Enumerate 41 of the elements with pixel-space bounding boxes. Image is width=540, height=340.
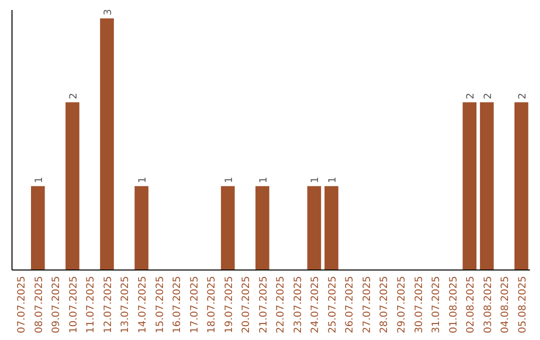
x-tick-label: 10.07.2025 (68, 276, 80, 334)
x-tick-label: 19.07.2025 (224, 276, 235, 334)
x-tick-label: 13.07.2025 (120, 276, 132, 334)
x-tick-label: 09.07.2025 (51, 276, 62, 334)
x-tick-label: 31.07.2025 (431, 276, 442, 334)
data-label: 3 (102, 9, 114, 16)
data-label: 2 (466, 92, 477, 100)
x-tick-label: 12.07.2025 (102, 276, 114, 334)
data-label: 1 (224, 176, 235, 184)
x-tick-label: 14.07.2025 (138, 276, 148, 334)
x-tick-label: 03.08.2025 (482, 276, 494, 334)
data-label: 2 (68, 92, 80, 100)
data-label: 1 (258, 176, 270, 184)
x-tick-label: 26.07.2025 (344, 276, 356, 334)
x-tick-label: 15.07.2025 (154, 276, 166, 334)
data-label: 2 (517, 92, 528, 100)
data-label: 1 (34, 176, 45, 184)
x-tick-label: 25.07.2025 (327, 276, 338, 334)
data-label: 1 (138, 176, 148, 184)
x-tick-label: 02.08.2025 (466, 276, 477, 334)
data-label: 1 (310, 176, 322, 184)
x-tick-label: 05.08.2025 (517, 276, 528, 334)
x-tick-label: 04.08.2025 (500, 276, 512, 334)
x-tick-label: 29.07.2025 (396, 276, 408, 334)
data-label: 2 (482, 92, 494, 100)
x-tick-label: 21.07.2025 (258, 276, 270, 334)
x-tick-label: 30.07.2025 (414, 276, 425, 334)
x-tick-label: 27.07.2025 (362, 276, 373, 334)
x-tick-label: 28.07.2025 (379, 276, 390, 334)
x-tick-label: 07.07.2025 (16, 276, 28, 334)
x-tick-label: 08.07.2025 (34, 276, 45, 334)
x-tick-label: 18.07.2025 (206, 276, 218, 334)
x-tick-label: 11.07.2025 (86, 276, 97, 334)
data-label: 1 (327, 176, 338, 184)
x-tick-label: 17.07.2025 (189, 276, 200, 334)
x-tick-label: 16.07.2025 (172, 276, 184, 334)
x-tick-label: 24.07.2025 (310, 276, 322, 334)
x-tick-label: 01.08.2025 (448, 276, 460, 334)
x-tick-label: 23.07.2025 (292, 276, 304, 334)
x-tick-label: 22.07.2025 (276, 276, 287, 334)
x-tick-label: 20.07.2025 (241, 276, 252, 334)
